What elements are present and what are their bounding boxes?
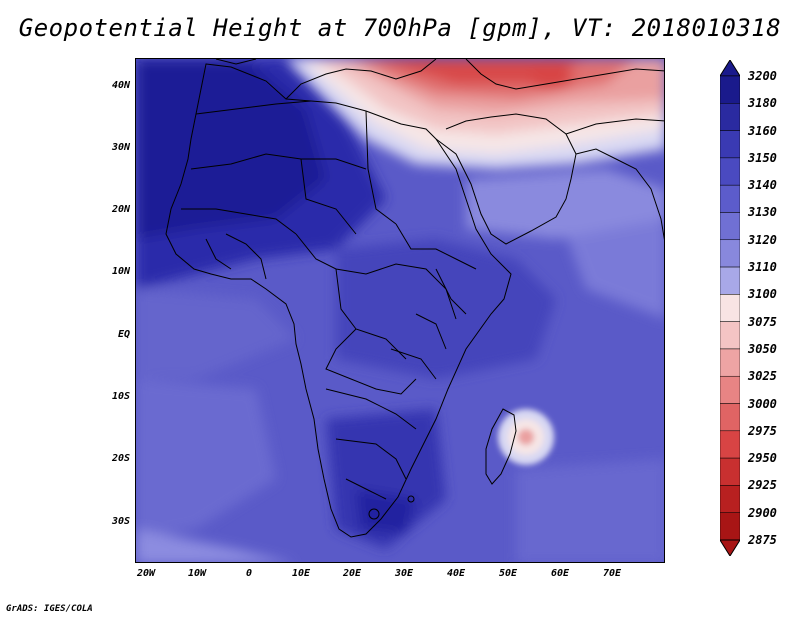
colorbar-label: 3200 — [748, 69, 777, 83]
colorbar-label: 3110 — [748, 260, 777, 275]
colorbar-segment — [720, 75, 740, 104]
lat-label-20n: 20N — [111, 204, 130, 215]
colorbar-label: 3180 — [748, 96, 777, 111]
lat-label-10s: 10S — [111, 391, 130, 402]
colorbar-segment — [720, 457, 740, 486]
colorbar-label: 3075 — [748, 314, 777, 329]
colorbar-label: 3140 — [748, 178, 777, 193]
lon-label-70e: 70E — [602, 568, 622, 579]
colorbar-label: 3150 — [748, 150, 777, 165]
lon-label-30e: 30E — [394, 568, 414, 579]
colorbar-segment — [720, 294, 740, 322]
colorbar-segment — [720, 403, 740, 432]
colorbar-label: 3000 — [748, 396, 777, 411]
colorbar-label: 3130 — [748, 205, 777, 220]
colorbar-segment — [720, 321, 740, 350]
coastline-borders — [165, 59, 664, 538]
colorbar-segment — [720, 348, 740, 377]
colorbar-segment — [720, 184, 740, 213]
colorbar-label: 3120 — [748, 232, 777, 247]
lat-label-30s: 30S — [111, 516, 130, 527]
lon-label-10e: 10E — [291, 568, 311, 579]
colorbar-top-arrow — [720, 60, 740, 77]
lat-label-20s: 20S — [111, 453, 130, 464]
colorbar-bottom-arrow — [720, 539, 740, 556]
colorbar-segment — [720, 239, 740, 268]
colorbar-segment — [720, 130, 740, 159]
lon-label-40e: 40E — [446, 568, 466, 579]
colorbar-segment — [720, 212, 740, 241]
colorbar-label: 3100 — [748, 287, 777, 302]
lon-label-10w: 10W — [187, 568, 207, 579]
colorbar-segment — [720, 375, 740, 404]
colorbar-segment — [720, 512, 740, 541]
colorbar-label: 3050 — [748, 341, 777, 356]
lon-label-20e: 20E — [342, 568, 362, 579]
lon-label-20w: 20W — [136, 568, 156, 579]
colorbar-label: 2900 — [748, 505, 777, 520]
grads-credit: GrADS: IGES/COLA — [6, 604, 93, 614]
colorbar-segment — [720, 266, 740, 295]
map-panel — [135, 58, 665, 563]
lon-label-0: 0 — [245, 568, 253, 579]
lon-label-50e: 50E — [498, 568, 518, 579]
colorbar-segment — [720, 485, 740, 513]
colorbar-label: 2925 — [748, 478, 777, 493]
geopotential-field — [136, 59, 664, 562]
colorbar-label: 2950 — [748, 451, 777, 466]
colorbar-label: 2975 — [748, 423, 777, 438]
lat-label-30n: 30N — [111, 142, 130, 153]
chart-title: Geopotential Height at 700hPa [gpm], VT:… — [18, 14, 782, 42]
colorbar-label: 3025 — [748, 369, 777, 384]
colorbar-segment — [720, 430, 740, 459]
colorbar-label: 2875 — [748, 533, 777, 547]
lat-label-eq: EQ — [117, 329, 130, 340]
lat-label-10n: 10N — [111, 266, 130, 277]
lon-label-60e: 60E — [550, 568, 570, 579]
colorbar-label: 3160 — [748, 123, 777, 138]
lat-label-40n: 40N — [111, 80, 130, 91]
colorbar-segment — [720, 157, 740, 186]
colorbar — [720, 60, 740, 556]
colorbar-segment — [720, 103, 740, 131]
